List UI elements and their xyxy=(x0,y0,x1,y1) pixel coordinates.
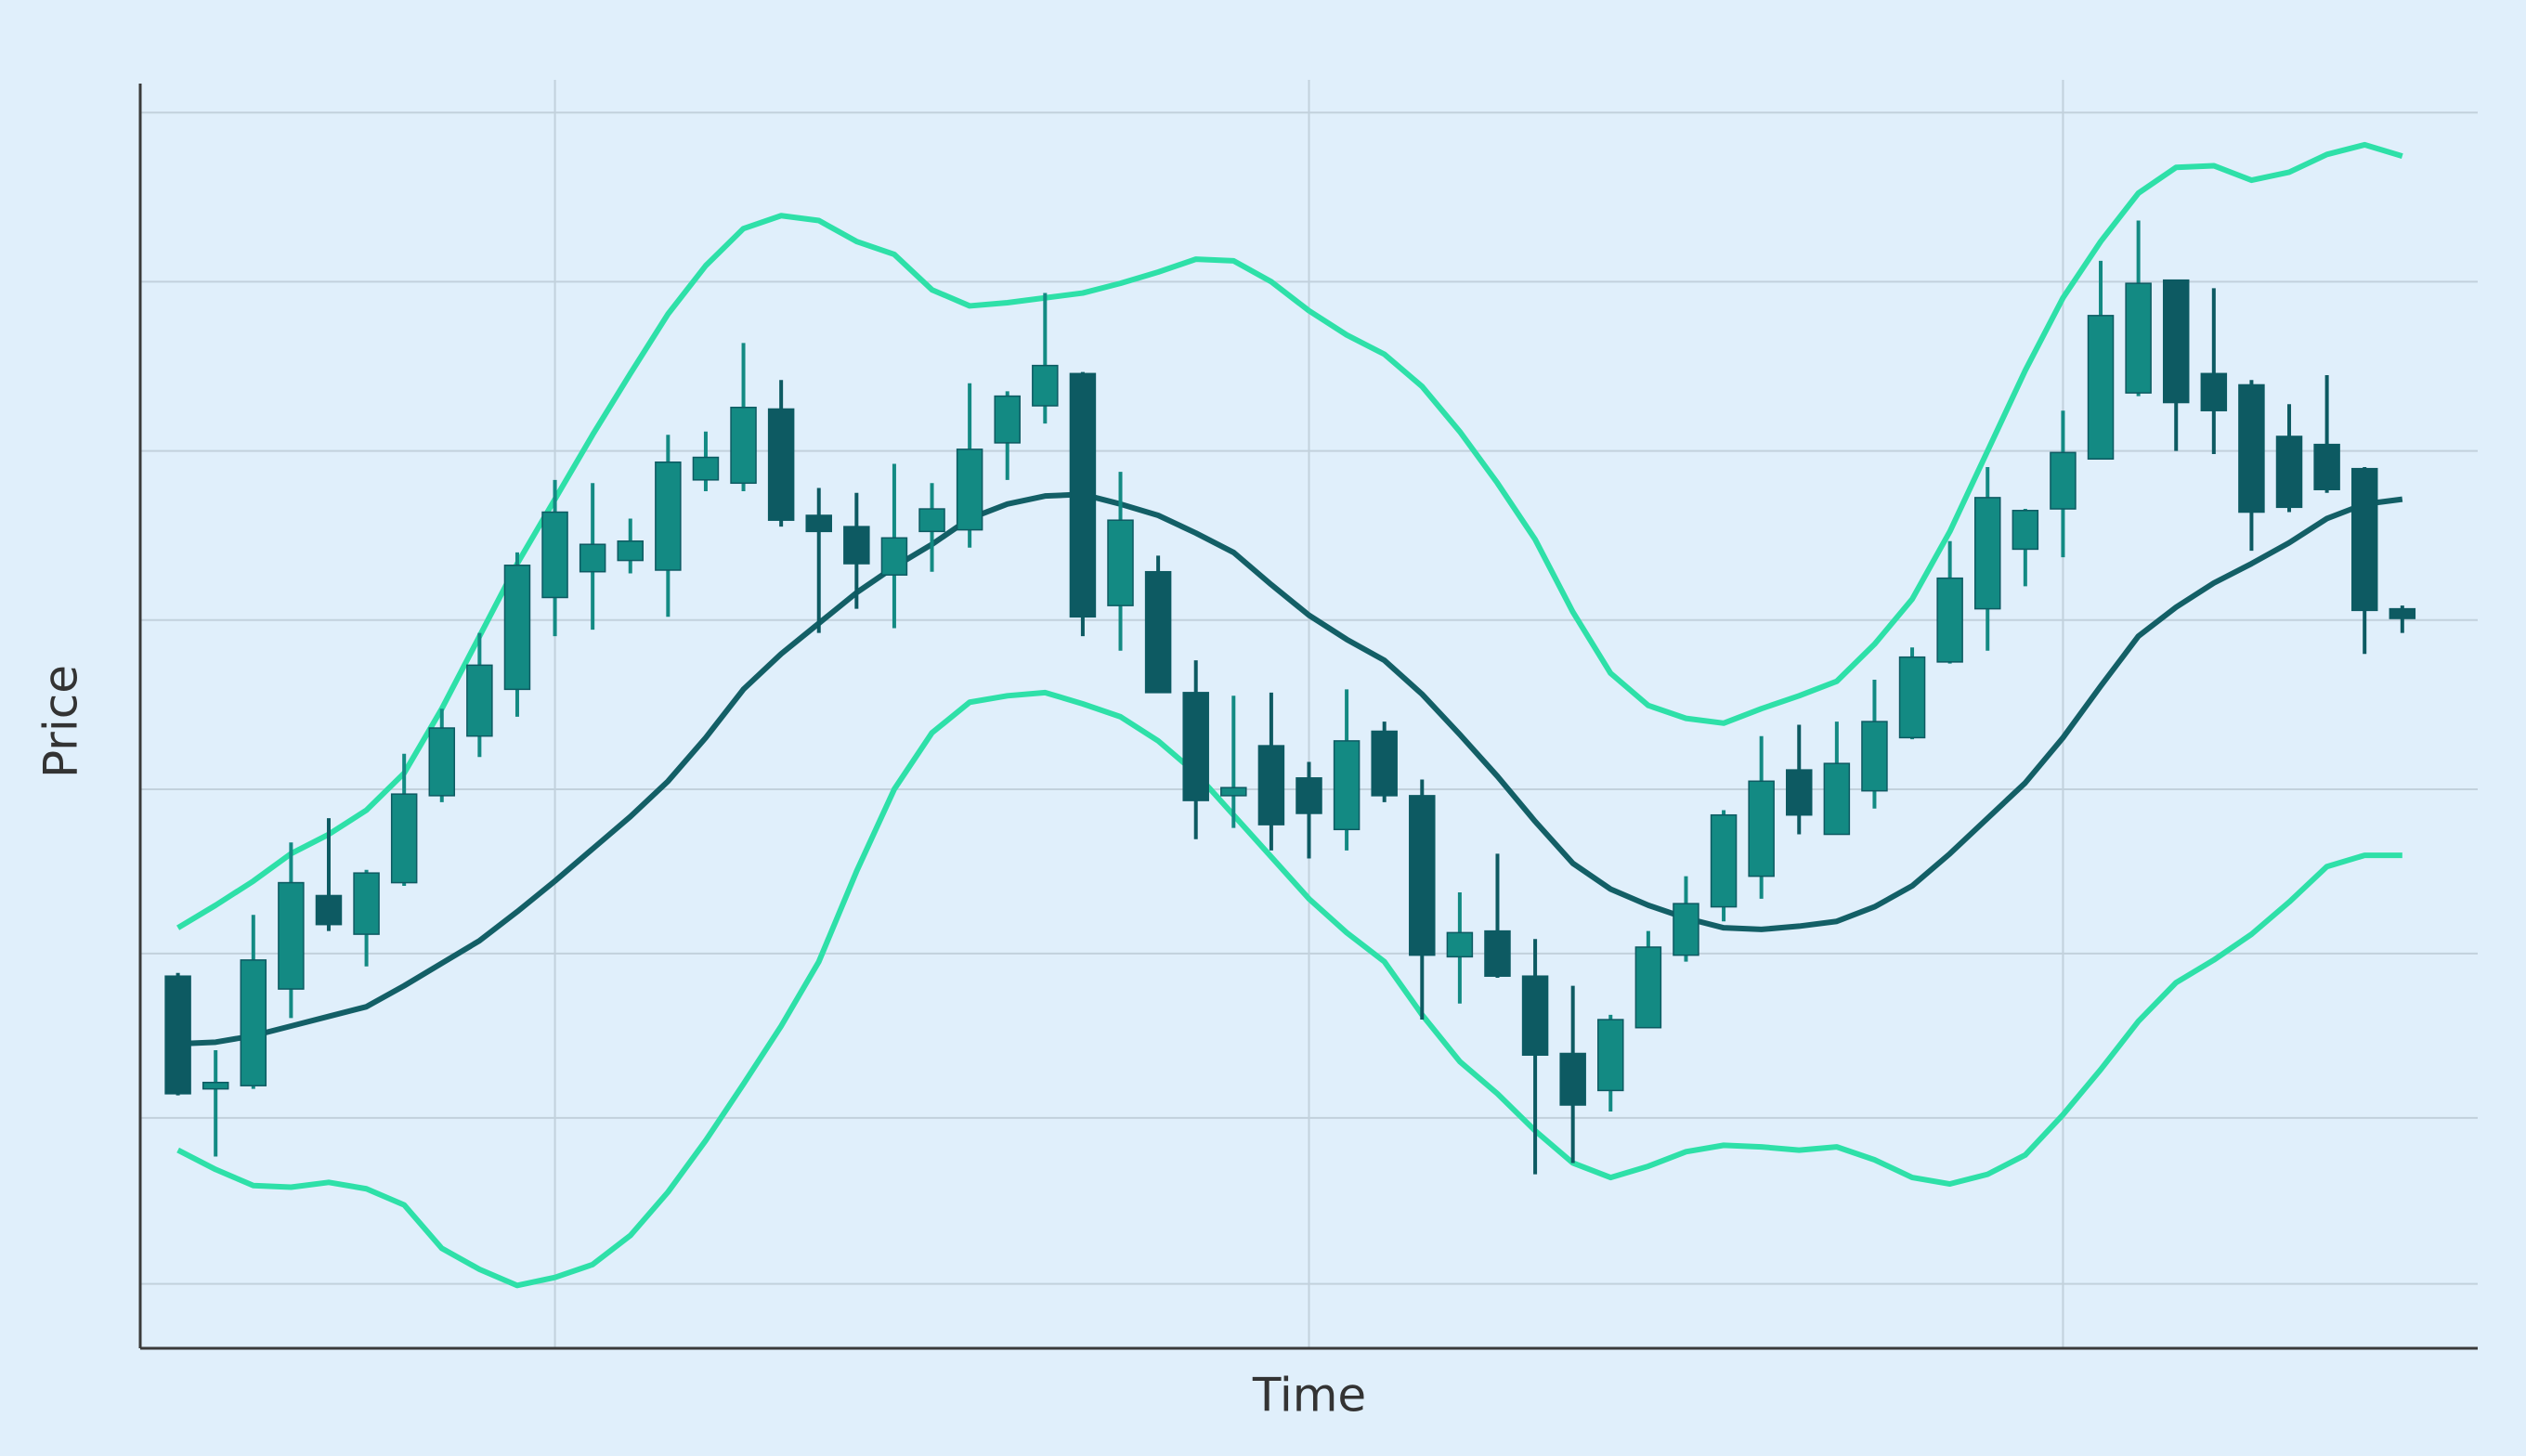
candle-body xyxy=(956,448,983,531)
candle-body xyxy=(2087,315,2115,461)
candle-body xyxy=(466,664,493,737)
candle-body xyxy=(428,727,456,797)
candle-body xyxy=(541,511,568,599)
candle-body xyxy=(1710,813,1738,908)
candle-body xyxy=(1446,931,1474,958)
candle-body xyxy=(1861,721,1888,792)
candle-body xyxy=(692,456,720,481)
candle-body xyxy=(2313,443,2340,490)
candle-body xyxy=(2050,451,2077,510)
candle-body xyxy=(1936,577,1963,663)
candle-body xyxy=(503,565,531,691)
candle-body xyxy=(1371,730,1398,797)
candle-body xyxy=(994,395,1021,444)
candle-body xyxy=(1521,975,1549,1056)
candle-body xyxy=(767,408,795,521)
candle-body xyxy=(1559,1052,1586,1106)
candle-body xyxy=(1296,777,1322,814)
candle-body xyxy=(2238,384,2265,514)
candle-body xyxy=(1973,497,2001,610)
candle-body xyxy=(2125,282,2152,394)
plot-area xyxy=(164,141,2416,1289)
candle-body xyxy=(2012,510,2039,551)
candle-body xyxy=(1032,364,1059,407)
candle-body xyxy=(2389,607,2416,619)
candle-body xyxy=(278,881,305,990)
candle-body xyxy=(918,508,945,533)
candle-body xyxy=(843,526,870,565)
candle-body xyxy=(1069,372,1097,618)
candle-body xyxy=(1748,780,1775,878)
candle-body xyxy=(617,540,645,562)
candle-body xyxy=(1597,1019,1624,1092)
candle-body xyxy=(1484,930,1511,977)
candle-body xyxy=(1182,692,1209,801)
candle-body xyxy=(655,461,682,571)
candle-body xyxy=(1257,745,1285,826)
band-line xyxy=(176,141,2403,930)
candle-body xyxy=(880,537,908,576)
x-axis-label: Time xyxy=(1252,1369,1366,1423)
candle-body xyxy=(1898,656,1926,739)
candle-body xyxy=(1333,740,1361,831)
candle-body xyxy=(1409,795,1436,956)
candle-body xyxy=(353,872,380,935)
candle-body xyxy=(805,514,832,533)
candle-body xyxy=(390,793,418,884)
candle-body xyxy=(1144,570,1172,694)
y-axis-label: Price xyxy=(34,665,88,778)
candle-body xyxy=(730,406,757,485)
band-line xyxy=(177,491,2403,1047)
candle-body xyxy=(315,894,343,926)
candle-body xyxy=(1673,903,1699,956)
candle-body xyxy=(2200,372,2228,411)
candle-body xyxy=(1823,762,1851,836)
band-line xyxy=(176,689,2402,1289)
candle-body xyxy=(2275,436,2303,509)
candle-body xyxy=(164,975,191,1095)
candle-body xyxy=(2350,467,2378,612)
candle-body xyxy=(240,959,267,1086)
candle-body xyxy=(202,1081,229,1090)
candle-body xyxy=(1220,786,1247,797)
candle-body xyxy=(579,543,606,573)
candle-body xyxy=(1634,946,1662,1029)
candle-body xyxy=(2162,279,2190,404)
candle-body xyxy=(1786,769,1813,816)
candle-body xyxy=(1107,519,1134,606)
